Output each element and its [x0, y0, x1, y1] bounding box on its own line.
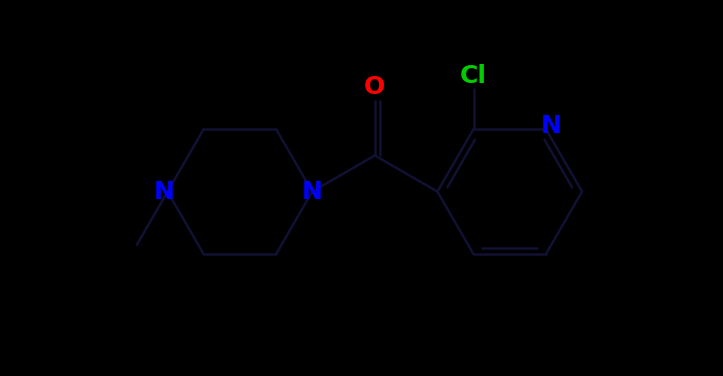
Text: N: N — [301, 180, 322, 204]
Text: Cl: Cl — [460, 64, 487, 88]
Text: N: N — [541, 114, 561, 138]
Text: N: N — [153, 180, 174, 204]
Text: O: O — [364, 75, 385, 99]
